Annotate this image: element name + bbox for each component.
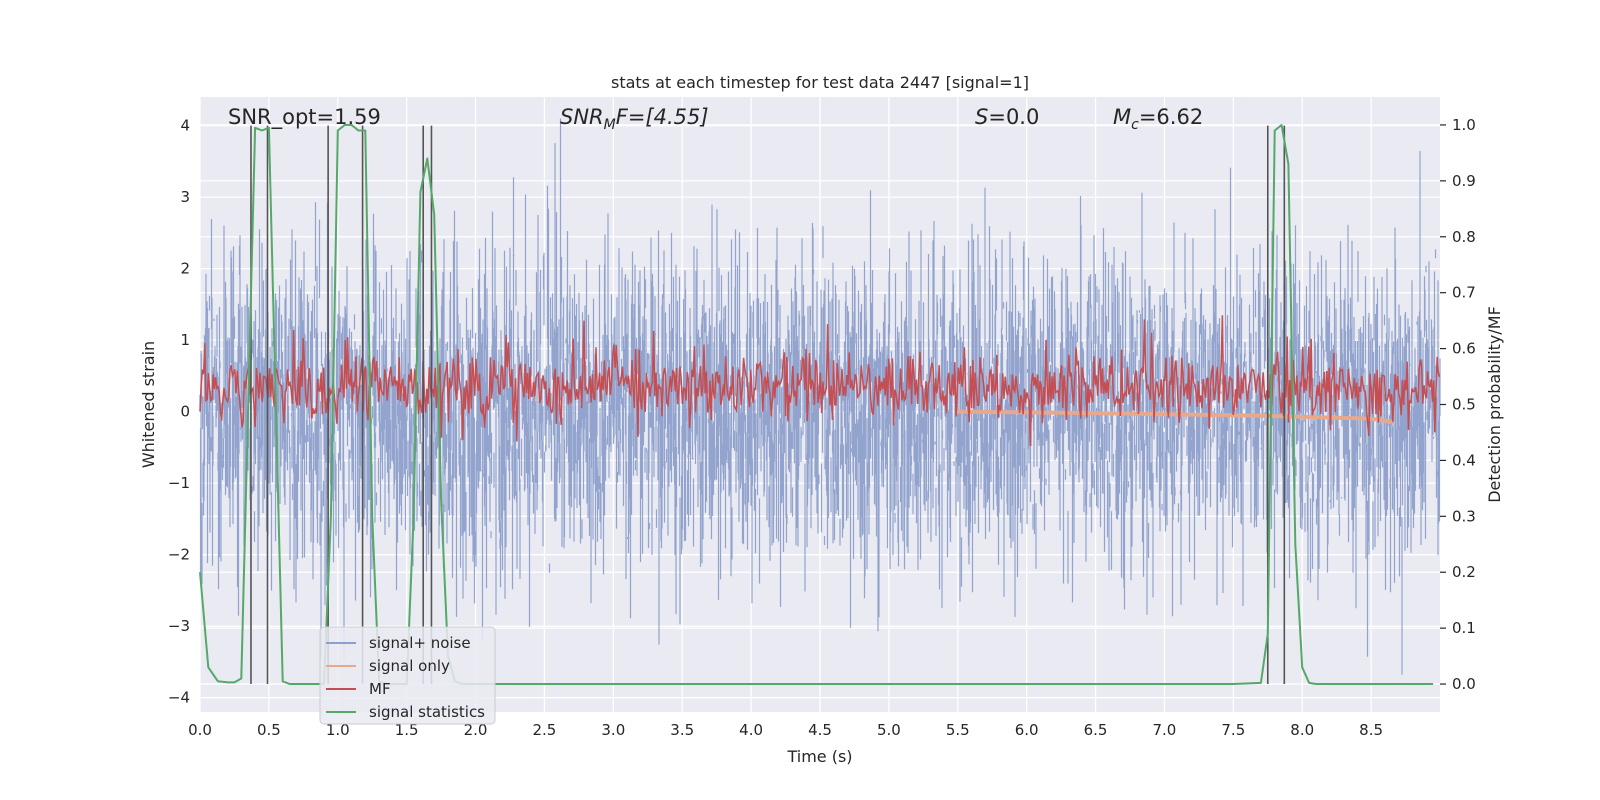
- y-left-axis-ticks: −4 −3 −2 −1 0 1 2 3 4: [168, 117, 190, 707]
- y-right-tick-label: 0.5: [1452, 396, 1476, 414]
- snr-mf-base: SNR: [560, 105, 604, 129]
- y-left-tick-label: 0: [180, 403, 190, 421]
- y-left-tick-label: 4: [180, 117, 190, 135]
- y-axis-label-right: Detection probability/MF: [1485, 306, 1504, 503]
- s-annotation: S=0.0: [975, 105, 1039, 129]
- mc-annotation: Mc=6.62: [1113, 105, 1203, 133]
- legend: signal+ noise signal only MF signal statist…: [319, 626, 496, 725]
- y-left-tick-label: −4: [168, 689, 190, 707]
- snr-mf-sub: M: [604, 117, 616, 133]
- x-tick-label: 6.5: [1084, 721, 1108, 739]
- y-left-tick-label: −2: [168, 546, 190, 564]
- x-tick-label: 1.5: [395, 721, 419, 739]
- legend-entry-label: MF: [369, 680, 391, 698]
- x-tick-label: 0.0: [188, 721, 212, 739]
- snr-mf-rest: F=[4.55]: [616, 105, 709, 129]
- y-left-tick-label: 2: [180, 260, 190, 278]
- y-right-tick-label: 0.1: [1452, 619, 1476, 637]
- x-tick-label: 4.0: [739, 721, 763, 739]
- y-right-tick-label: 0.7: [1452, 284, 1476, 302]
- y-right-axis-ticks: 0.0 0.1 0.2 0.3 0.4 0.5 0.6 0.7 0.8 0.9 1.0: [1440, 116, 1476, 693]
- legend-entry-label: signal statistics: [369, 703, 485, 721]
- x-tick-label: 0.5: [257, 721, 281, 739]
- x-tick-label: 8.5: [1359, 721, 1383, 739]
- y-right-tick-label: 0.4: [1452, 451, 1476, 469]
- x-tick-label: 2.5: [533, 721, 557, 739]
- y-left-tick-label: 3: [180, 188, 190, 206]
- x-tick-label: 3.0: [601, 721, 625, 739]
- snr-mf-annotation: SNRMF=[4.55]: [560, 105, 709, 133]
- x-tick-label: 6.0: [1015, 721, 1039, 739]
- snr-opt-annotation: SNR_opt=1.59: [228, 105, 381, 130]
- s-var: S: [975, 105, 988, 129]
- mc-sub: c: [1131, 117, 1139, 133]
- x-tick-label: 4.5: [808, 721, 832, 739]
- y-right-tick-label: 0.8: [1452, 228, 1476, 246]
- series-mf: [199, 315, 1441, 447]
- y-right-tick-label: 0.9: [1452, 172, 1476, 190]
- y-left-tick-label: −3: [168, 617, 190, 635]
- x-tick-label: 1.0: [326, 721, 350, 739]
- y-left-tick-label: 1: [180, 331, 190, 349]
- x-tick-label: 3.5: [670, 721, 694, 739]
- x-axis-label: Time (s): [786, 747, 852, 766]
- x-tick-label: 8.0: [1290, 721, 1314, 739]
- legend-entry-label: signal only: [369, 657, 450, 675]
- x-tick-label: 5.5: [946, 721, 970, 739]
- y-right-tick-label: 0.6: [1452, 340, 1476, 358]
- legend-entry-label: signal+ noise: [369, 634, 471, 652]
- y-right-tick-label: 1.0: [1452, 116, 1476, 134]
- s-rest: =0.0: [988, 105, 1039, 129]
- x-tick-label: 7.0: [1153, 721, 1177, 739]
- y-axis-label-left: Whitened strain: [139, 341, 158, 468]
- x-axis-ticks: 0.0 0.5 1.0 1.5 2.0 2.5 3.0 3.5 4.0 4.5 5.0 5.5 6.0 6…: [188, 721, 1383, 739]
- y-right-tick-label: 0.2: [1452, 563, 1476, 581]
- legend-frame: [319, 626, 496, 725]
- x-tick-label: 2.0: [464, 721, 488, 739]
- y-right-tick-label: 0.3: [1452, 507, 1476, 525]
- mc-rest: =6.62: [1139, 105, 1203, 129]
- x-tick-label: 5.0: [877, 721, 901, 739]
- y-left-tick-label: −1: [168, 474, 190, 492]
- x-tick-label: 7.5: [1221, 721, 1245, 739]
- chart-title: stats at each timestep for test data 244…: [611, 73, 1029, 92]
- y-right-tick-label: 0.0: [1452, 675, 1476, 693]
- mc-base: M: [1113, 105, 1131, 129]
